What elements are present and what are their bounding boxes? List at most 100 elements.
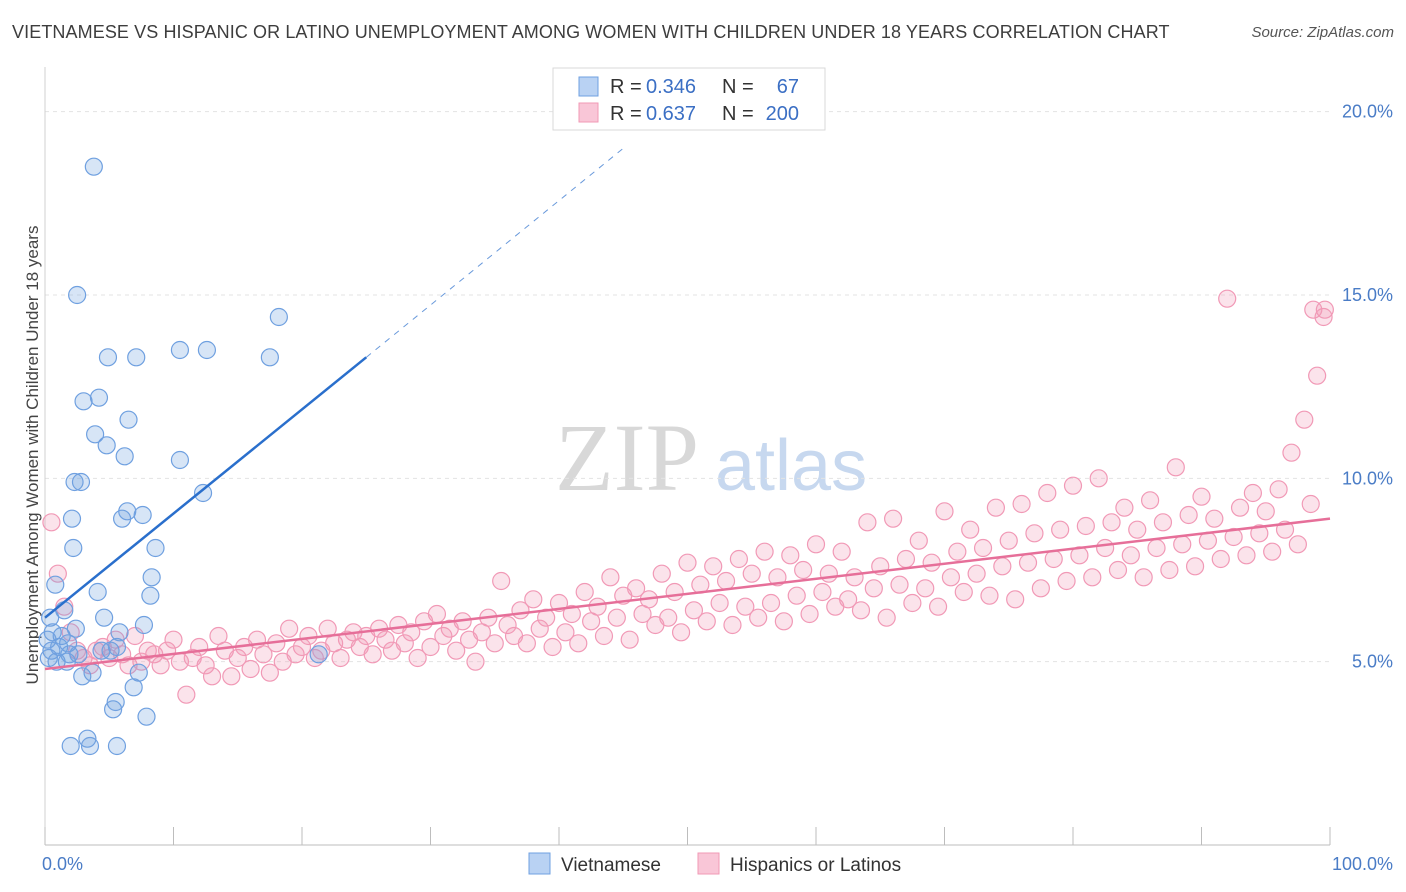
- hispanic-point-120: [813, 582, 832, 602]
- chart-source: Source: ZipAtlas.com: [1251, 24, 1394, 41]
- legend-n-label-1: N =: [722, 76, 754, 98]
- hispanic-point-25: [202, 667, 222, 686]
- hispanic-point-55: [395, 634, 414, 653]
- hispanic-point-103: [704, 557, 723, 576]
- vietnamese-point-9: [55, 601, 74, 620]
- vietnamese-point-5: [46, 575, 65, 594]
- hispanic-point-1: [48, 564, 67, 583]
- vietnamese-point-55: [197, 340, 217, 360]
- hispanic-point-140: [941, 568, 961, 587]
- hispanic-point-19: [164, 630, 183, 649]
- hispanic-point-163: [1089, 469, 1108, 488]
- hispanic-point-183: [1218, 289, 1237, 308]
- hispanic-point-166: [1108, 560, 1128, 580]
- hispanic-point-78: [543, 637, 562, 657]
- hispanic-point-98: [671, 623, 691, 642]
- bottom-legend-swatch-vietnamese: [528, 852, 551, 875]
- hispanic-point-112: [761, 593, 781, 613]
- hispanic-point-66: [466, 652, 485, 671]
- vietnamese-point-42: [118, 502, 137, 521]
- hispanic-point-145: [973, 538, 993, 558]
- hispanic-point-146: [980, 586, 999, 605]
- hispanic-point-99: [678, 553, 697, 572]
- watermark-zip: ZIP: [555, 404, 699, 511]
- hispanic-point-167: [1115, 498, 1134, 517]
- hispanic-point-29: [228, 648, 247, 668]
- hispanic-point-76: [530, 619, 549, 638]
- vietnamese-point-29: [89, 388, 109, 407]
- hispanic-point-128: [864, 579, 883, 598]
- hispanic-point-57: [408, 648, 427, 668]
- hispanic-point-86: [594, 626, 614, 646]
- hispanic-point-179: [1192, 487, 1211, 506]
- vietnamese-point-31: [95, 608, 114, 627]
- hispanic-point-50: [363, 645, 382, 664]
- vietnamese-point-50: [141, 586, 160, 605]
- hispanic-points: [42, 289, 1334, 704]
- hispanic-point-149: [999, 531, 1018, 550]
- hispanic-point-40: [299, 626, 318, 646]
- hispanic-point-176: [1173, 535, 1192, 554]
- hispanic-point-170: [1134, 568, 1153, 587]
- correlation-legend: R = 0.346 N = 67 R = 0.637 N = 200: [552, 67, 826, 131]
- hispanic-point-31: [241, 659, 260, 679]
- hispanic-point-197: [1308, 366, 1327, 385]
- legend-n-value-1: 67: [777, 76, 799, 98]
- hispanic-point-118: [800, 604, 819, 624]
- hispanic-point-151: [1012, 494, 1031, 514]
- y-tick-label-1: 10.0%: [1342, 468, 1393, 488]
- hispanic-point-59: [421, 637, 440, 657]
- hispanic-point-156: [1044, 549, 1063, 569]
- hispanic-point-138: [928, 597, 948, 616]
- hispanic-point-38: [286, 645, 305, 664]
- hispanic-point-60: [427, 604, 447, 624]
- hispanic-point-119: [806, 535, 826, 554]
- vietnamese-point-15: [65, 472, 84, 492]
- vietnamese-point-38: [107, 736, 127, 756]
- legend-r-value-2: 0.637: [646, 103, 696, 125]
- y-tick-label-0: 5.0%: [1352, 652, 1393, 672]
- vietnamese-point-20: [71, 472, 91, 492]
- hispanic-point-83: [575, 582, 594, 602]
- vietnamese-point-17: [66, 619, 85, 638]
- hispanic-point-24: [196, 656, 215, 675]
- hispanic-point-56: [402, 623, 421, 642]
- hispanic-point-23: [190, 637, 209, 657]
- hispanic-point-193: [1282, 443, 1301, 462]
- hispanic-point-169: [1128, 520, 1147, 539]
- legend-n-value-2: 200: [766, 103, 799, 125]
- hispanic-point-100: [684, 601, 704, 620]
- series-legend: Vietnamese Hispanics or Latinos: [528, 852, 901, 876]
- hispanic-point-143: [961, 520, 980, 539]
- hispanic-point-106: [723, 615, 742, 635]
- hispanic-point-21: [177, 685, 196, 704]
- vietnamese-point-21: [73, 667, 92, 686]
- hispanic-point-168: [1121, 546, 1140, 565]
- hispanic-point-80: [556, 623, 575, 642]
- hispanic-point-37: [280, 619, 299, 638]
- legend-r-value-1: 0.346: [646, 76, 696, 98]
- hispanic-point-177: [1179, 505, 1198, 525]
- watermark-atlas: atlas: [715, 426, 867, 506]
- hispanic-point-164: [1096, 538, 1115, 558]
- vietnamese-point-27: [86, 425, 105, 444]
- vietnamese-point-59: [309, 645, 328, 664]
- hispanic-point-150: [1006, 590, 1025, 609]
- hispanic-point-88: [607, 608, 626, 627]
- hispanic-point-144: [967, 564, 986, 583]
- hispanic-point-161: [1076, 516, 1095, 536]
- hispanic-point-196: [1301, 494, 1320, 514]
- hispanic-point-63: [447, 641, 466, 660]
- hispanic-point-200: [1304, 300, 1323, 319]
- legend-swatch-vietnamese: [578, 76, 599, 97]
- hispanic-point-198: [1314, 307, 1333, 327]
- vietnamese-point-7: [50, 637, 69, 657]
- hispanic-point-133: [896, 549, 916, 569]
- hispanic-point-74: [517, 634, 536, 653]
- hispanic-point-33: [254, 645, 273, 664]
- hispanic-point-109: [742, 564, 761, 583]
- vietnamese-point-32: [97, 436, 116, 455]
- bottom-legend-swatch-hispanic: [697, 852, 720, 875]
- hispanic-point-28: [222, 667, 241, 686]
- x-tick-label-0: 0.0%: [42, 854, 83, 874]
